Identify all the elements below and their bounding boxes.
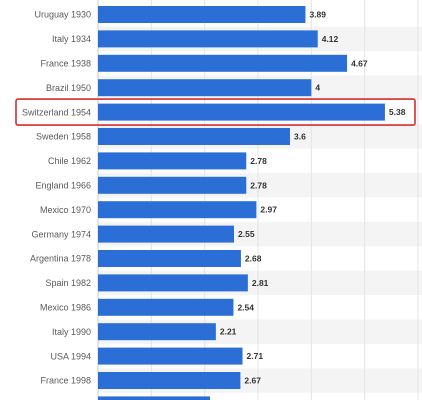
bar (98, 79, 312, 97)
category-label: England 1966 (35, 181, 91, 191)
category-label: Mexico 1970 (40, 205, 91, 215)
value-label: 2.78 (250, 156, 267, 166)
bar (98, 128, 290, 145)
category-label: Spain 1982 (45, 278, 91, 288)
value-label: 2.54 (237, 302, 254, 312)
category-label: Germany 1974 (31, 229, 91, 239)
value-label: 4 (315, 83, 320, 93)
value-label: 2.97 (260, 205, 277, 215)
bar (98, 347, 243, 365)
bar (98, 176, 247, 194)
bar (98, 30, 318, 48)
bar (98, 201, 257, 219)
bar (98, 6, 306, 23)
category-label: Chile 1962 (48, 156, 91, 166)
bar (98, 250, 241, 267)
bar (98, 103, 385, 121)
category-labels: Uruguay 1930 Italy 1934 France 1938 Brazil … (22, 10, 91, 386)
value-label: 2.21 (220, 327, 237, 337)
value-label: 3.6 (294, 132, 306, 142)
bar-partial (98, 396, 210, 400)
value-labels: 3.89 4.12 4.67 4 5.38 3.6 2.78 2.78 2.97 2.55 2.68… (220, 10, 406, 386)
category-label: Mexico 1986 (40, 303, 91, 313)
value-label: 5.38 (389, 107, 406, 117)
category-label: Sweden 1958 (36, 132, 91, 142)
bar (98, 54, 348, 72)
category-label: Switzerland 1954 (22, 107, 91, 117)
category-label: Uruguay 1930 (34, 10, 91, 20)
value-label: 2.68 (245, 254, 262, 264)
bar (98, 372, 241, 389)
bar (98, 274, 248, 292)
bars (98, 6, 385, 400)
category-label: USA 1994 (50, 351, 91, 361)
category-label: Italy 1990 (52, 327, 91, 337)
value-label: 4.12 (322, 34, 339, 44)
value-label: 2.71 (247, 351, 264, 361)
category-label: Brazil 1950 (46, 83, 91, 93)
value-label: 4.67 (351, 58, 368, 68)
value-label: 2.78 (250, 180, 267, 190)
category-label: Argentina 1978 (30, 254, 91, 264)
value-label: 2.67 (244, 376, 261, 386)
category-label: France 1938 (40, 59, 91, 69)
category-label: France 1998 (40, 376, 91, 386)
category-label: Italy 1934 (52, 34, 91, 44)
bar (98, 152, 247, 170)
bar (98, 323, 216, 341)
highlight-box (15, 98, 416, 126)
value-label: 2.81 (252, 278, 269, 288)
bar (98, 298, 234, 316)
value-label: 3.89 (309, 10, 326, 20)
value-label: 2.55 (238, 229, 255, 239)
bar (98, 225, 234, 243)
